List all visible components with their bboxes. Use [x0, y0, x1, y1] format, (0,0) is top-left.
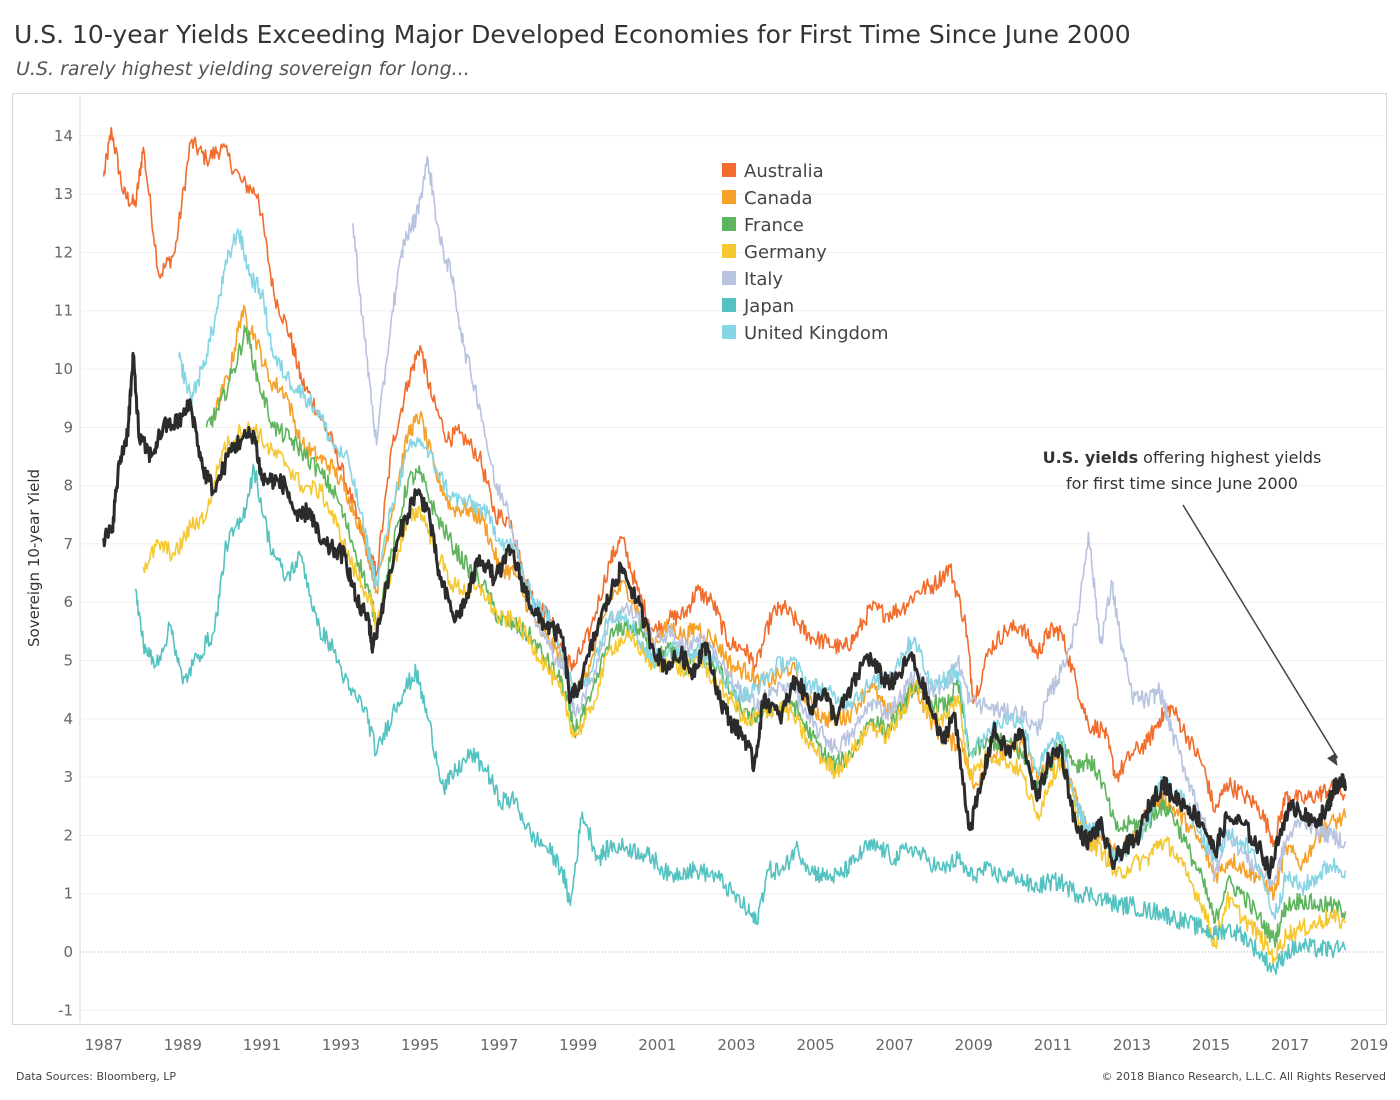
y-tick-label: 10	[54, 360, 73, 378]
legend-label: Canada	[744, 188, 813, 209]
y-tick-label: 7	[63, 535, 73, 553]
annotation: U.S. yields offering highest yields for …	[1043, 448, 1339, 767]
y-tick-label: 9	[63, 418, 73, 436]
x-tick-label: 1989	[164, 1036, 202, 1054]
legend-label: Australia	[744, 161, 824, 182]
y-tick-label: 5	[63, 652, 73, 670]
annotation-line2: for first time since June 2000	[1066, 474, 1298, 493]
annotation-rest: offering highest yields	[1138, 448, 1321, 467]
series-line-u-s	[102, 351, 1347, 880]
y-tick-label: 3	[63, 768, 73, 786]
y-axis-label: Sovereign 10-year Yield	[25, 469, 43, 647]
legend-label: Italy	[744, 269, 783, 290]
legend-swatch	[722, 325, 736, 339]
legend-swatch	[722, 298, 736, 312]
chart-subtitle: U.S. rarely highest yielding sovereign f…	[16, 58, 470, 80]
plot-frame	[12, 93, 1387, 1025]
legend-swatch	[722, 271, 736, 285]
x-tick-label: 2017	[1271, 1036, 1309, 1054]
series-lines	[102, 127, 1347, 975]
y-tick-label: 6	[63, 593, 73, 611]
legend-swatch	[722, 217, 736, 231]
y-tick-label: 11	[54, 302, 73, 320]
y-tick-label: 12	[54, 243, 73, 261]
x-tick-label: 1991	[243, 1036, 281, 1054]
x-tick-label: 2001	[638, 1036, 676, 1054]
legend: Australia Canada France Germany Italy Japan Un…	[722, 161, 888, 344]
x-tick-label: 2019	[1350, 1036, 1388, 1054]
y-tick-label: 0	[63, 943, 73, 961]
x-tick-label: 1997	[480, 1036, 518, 1054]
legend-label: United Kingdom	[744, 323, 888, 344]
legend-swatch	[722, 190, 736, 204]
x-tick-label: 2005	[796, 1036, 834, 1054]
x-tick-label: 2003	[717, 1036, 755, 1054]
x-tick-label: 2015	[1192, 1036, 1230, 1054]
annotation-arrowhead	[1327, 753, 1338, 767]
x-axis-ticks: 1987 1989 1991 1993 1995 1997 1999 2001 2003 2005…	[85, 1036, 1389, 1054]
series-line-australia	[102, 127, 1346, 848]
annotation-bold: U.S. yields	[1043, 448, 1138, 467]
y-tick-label: 4	[63, 710, 73, 728]
legend-label: Japan	[743, 296, 794, 317]
x-tick-label: 1987	[85, 1036, 123, 1054]
annotation-arrow	[1182, 504, 1339, 759]
x-tick-label: 2013	[1113, 1036, 1151, 1054]
grid-lines	[79, 95, 1385, 1022]
series-line-japan	[134, 463, 1347, 975]
y-tick-label: 8	[63, 477, 73, 495]
y-tick-label: 13	[54, 185, 73, 203]
x-tick-label: 1995	[401, 1036, 439, 1054]
chart-title: U.S. 10-year Yields Exceeding Major Deve…	[14, 20, 1131, 49]
y-tick-label: 2	[63, 826, 73, 844]
copyright-note: © 2018 Bianco Research, L.L.C. All Right…	[1101, 1070, 1386, 1083]
data-source-note: Data Sources: Bloomberg, LP	[16, 1070, 177, 1083]
y-tick-label: -1	[58, 1001, 73, 1019]
series-line-italy	[352, 155, 1347, 888]
x-tick-label: 2009	[955, 1036, 993, 1054]
x-tick-label: 1993	[322, 1036, 360, 1054]
legend-swatch	[722, 244, 736, 258]
x-tick-label: 2007	[876, 1036, 914, 1054]
legend-swatch	[722, 163, 736, 177]
x-tick-label: 2011	[1034, 1036, 1072, 1054]
annotation-line1: U.S. yields offering highest yields	[1043, 448, 1322, 467]
y-tick-label: 14	[54, 127, 73, 145]
legend-label: Germany	[744, 242, 827, 263]
y-tick-label: 1	[63, 885, 73, 903]
x-tick-label: 1999	[559, 1036, 597, 1054]
legend-label: France	[744, 215, 804, 236]
